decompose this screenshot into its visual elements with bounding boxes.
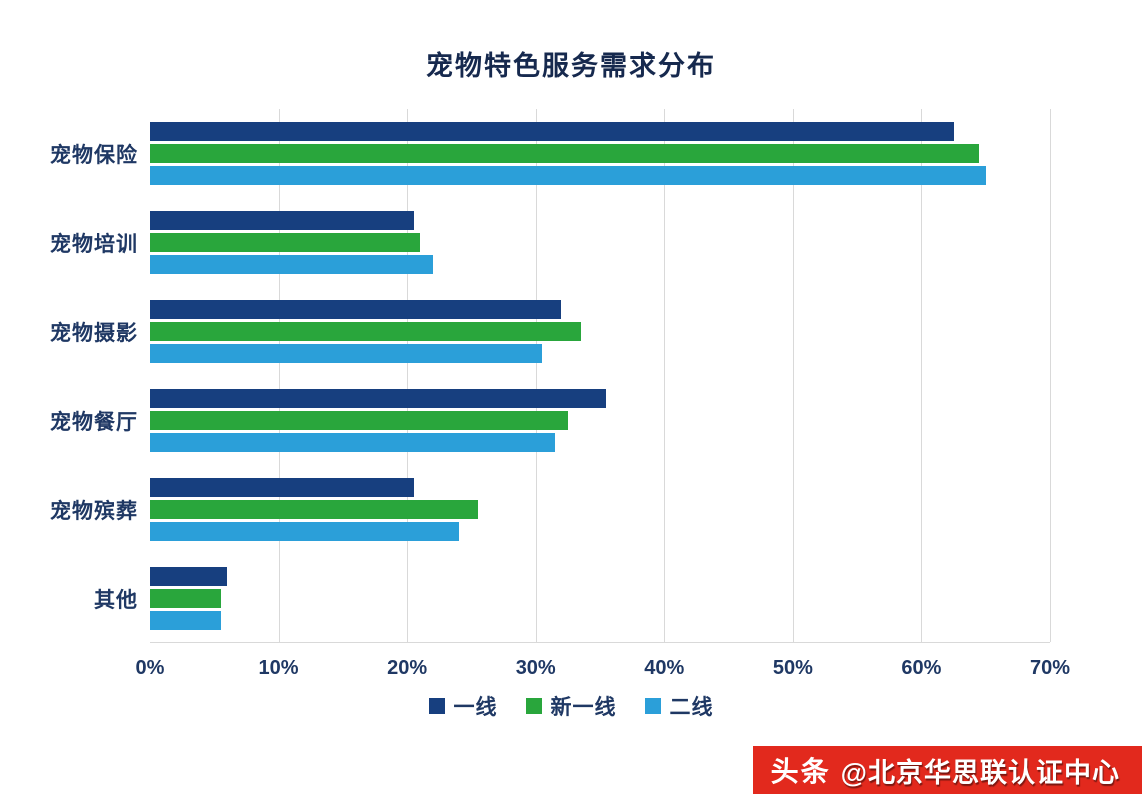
grid-line: [407, 109, 409, 642]
bar-一线: [150, 478, 414, 497]
chart-title: 宠物特色服务需求分布: [426, 51, 716, 81]
legend-label: 二线: [669, 696, 714, 719]
bar-group: [150, 287, 1050, 376]
x-tick-label: 60%: [901, 657, 942, 679]
bar-rows: [150, 109, 1050, 643]
legend-label: 一线: [453, 696, 498, 719]
bar-新一线: [150, 589, 221, 608]
bar-chart: 宠物保险宠物培训宠物摄影宠物餐厅宠物殡葬其他 0% 10% 20% 30% 40% 50%…: [0, 109, 1142, 689]
bar-group: [150, 376, 1050, 465]
grid-line: [1050, 109, 1051, 642]
bar-二线: [150, 611, 221, 630]
bar-新一线: [150, 500, 478, 519]
bar-group: [150, 198, 1050, 287]
legend-item: 新一线: [525, 691, 617, 721]
legend-item: 一线: [428, 691, 498, 721]
bar-二线: [150, 344, 543, 363]
bar-group: [150, 465, 1050, 554]
plot-area: [150, 109, 1051, 643]
bar-一线: [150, 300, 562, 319]
gridlines: [150, 109, 1051, 642]
watermark: 头条 @北京华思联认证中心: [752, 746, 1142, 794]
x-tick-label: 20%: [387, 657, 428, 679]
grid-line: [792, 109, 794, 642]
legend-item: 二线: [644, 691, 714, 721]
x-tick-label: 40%: [644, 657, 685, 679]
grid-line: [535, 109, 537, 642]
bar-一线: [150, 211, 414, 230]
plot-column: 0% 10% 20% 30% 40% 50% 60% 70%: [136, 109, 1070, 689]
grid-line: [664, 109, 666, 642]
bar-新一线: [150, 233, 420, 252]
category-label: 宠物培训: [50, 232, 138, 256]
legend-swatch: [525, 698, 542, 714]
x-tick-label: 30%: [515, 657, 556, 679]
bar-一线: [150, 567, 228, 586]
bar-二线: [150, 166, 986, 185]
bar-二线: [150, 522, 459, 541]
legend-swatch: [644, 698, 661, 714]
legend-label: 新一线: [550, 696, 617, 719]
bar-新一线: [150, 322, 581, 341]
bar-group: [150, 109, 1050, 198]
bar-二线: [150, 255, 433, 274]
category-label: 其他: [94, 588, 138, 612]
watermark-text: @北京华思联认证中心: [840, 757, 1120, 788]
bar-group: [150, 554, 1050, 643]
category-axis: 宠物保险宠物培训宠物摄影宠物餐厅宠物殡葬其他: [0, 109, 150, 689]
bar-一线: [150, 122, 954, 141]
grid-line: [278, 109, 280, 642]
x-tick-label: 0%: [135, 657, 165, 679]
x-tick-label: 10%: [258, 657, 299, 679]
x-tick-label: 50%: [772, 657, 813, 679]
category-label: 宠物保险: [50, 143, 138, 167]
bar-二线: [150, 433, 555, 452]
grid-line: [921, 109, 923, 642]
legend-swatch: [428, 698, 445, 714]
bar-新一线: [150, 411, 568, 430]
x-axis: 0% 10% 20% 30% 40% 50% 60% 70%: [136, 643, 1070, 689]
x-tick-label: 70%: [1029, 657, 1071, 679]
bar-一线: [150, 389, 607, 408]
watermark-brand-logo: 头条: [770, 756, 831, 787]
category-label: 宠物餐厅: [50, 410, 138, 434]
bar-新一线: [150, 144, 980, 163]
category-label: 宠物殡葬: [50, 499, 138, 523]
category-label: 宠物摄影: [50, 321, 138, 345]
chart-legend: 一线 新一线 二线: [0, 691, 1142, 721]
